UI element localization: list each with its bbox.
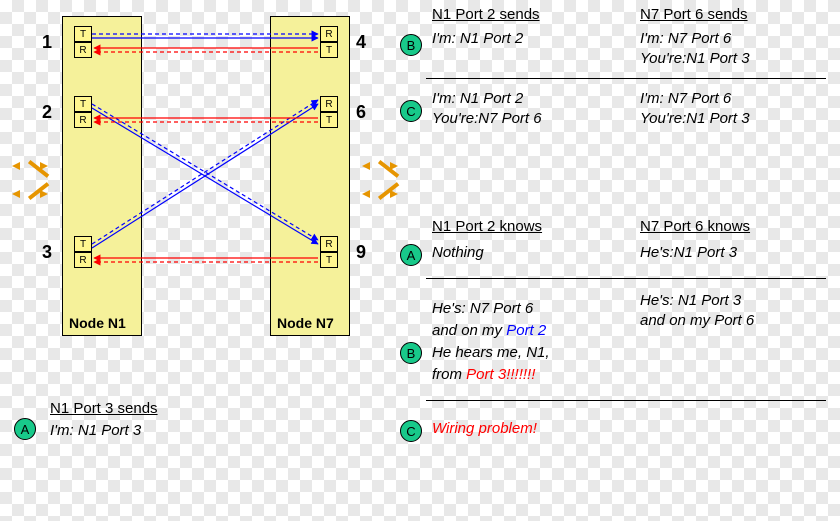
port-9-r: R [320,236,338,252]
port-1-r: R [74,42,92,58]
rb-b-c1-mid3b: Port 3!!!!!!! [466,366,535,383]
port-9-num: 9 [356,242,366,263]
port-4-t: T [320,42,338,58]
rb-b-c2l1: He's: N1 Port 3 [640,292,741,311]
port-1-t: T [74,26,92,42]
rt-c-c2l1: I'm: N7 Port 6 [640,90,731,109]
node-n7-label: Node N7 [277,315,334,331]
badge-b: B [400,34,422,56]
switch-icon [10,160,50,200]
rt-b-c1l1: I'm: N1 Port 2 [432,30,523,49]
rb-b-c1-mid3a: from [432,366,466,383]
port-3-t: T [74,236,92,252]
rb-b-c1-line2: and on my Port 2 [432,322,546,341]
port-3-num: 3 [42,242,52,263]
switch-icon [360,160,400,200]
rt-b-c2l2: You're:N1 Port 3 [640,50,750,69]
rb-b-c2l2: and on my Port 6 [640,312,754,331]
rb-a-c1: Nothing [432,244,484,263]
sep-2 [426,278,826,279]
bottom-left-line: I'm: N1 Port 3 [50,422,141,441]
rb-c-text: Wiring problem! [432,420,537,439]
rb-b-c1-line4: from Port 3!!!!!!! [432,366,535,385]
rb-a-c2: He's:N1 Port 3 [640,244,737,263]
rt-col1-header: N1 Port 2 sends [432,6,540,25]
rb-b-c1-pre: He's: N7 Port 6 [432,300,533,319]
port-4-num: 4 [356,32,366,53]
badge-c: C [400,100,422,122]
badge-c2: C [400,420,422,442]
port-6-r: R [320,96,338,112]
rb-b-c1-mid1b: Port 2 [506,322,546,339]
port-1-num: 1 [42,32,52,53]
port-2-num: 2 [42,102,52,123]
badge-b2: B [400,342,422,364]
sep-3 [426,400,826,401]
rt-c-c2l2: You're:N1 Port 3 [640,110,750,129]
port-3-r: R [74,252,92,268]
port-9-t: T [320,252,338,268]
bottom-left-header: N1 Port 3 sends [50,400,158,419]
rb-col1-header: N1 Port 2 knows [432,218,542,237]
node-n1: Node N1 [62,16,142,336]
rt-c-c1l1: I'm: N1 Port 2 [432,90,523,109]
badge-a2: A [400,244,422,266]
rt-b-c2l1: I'm: N7 Port 6 [640,30,731,49]
port-6-t: T [320,112,338,128]
rb-b-c1-mid2: He hears me, N1, [432,344,550,363]
rb-b-c1-mid1a: and on my [432,322,506,339]
rb-col2-header: N7 Port 6 knows [640,218,750,237]
port-2-t: T [74,96,92,112]
sep-1 [426,78,826,79]
badge-a: A [14,418,36,440]
port-4-r: R [320,26,338,42]
port-6-num: 6 [356,102,366,123]
node-n1-label: Node N1 [69,315,126,331]
diagram-stage: Node N1 Node N7 1 T R 2 T R 3 T R 4 R T … [0,0,840,521]
rt-col2-header: N7 Port 6 sends [640,6,748,25]
port-2-r: R [74,112,92,128]
node-n7: Node N7 [270,16,350,336]
rt-c-c1l2: You're:N7 Port 6 [432,110,542,129]
